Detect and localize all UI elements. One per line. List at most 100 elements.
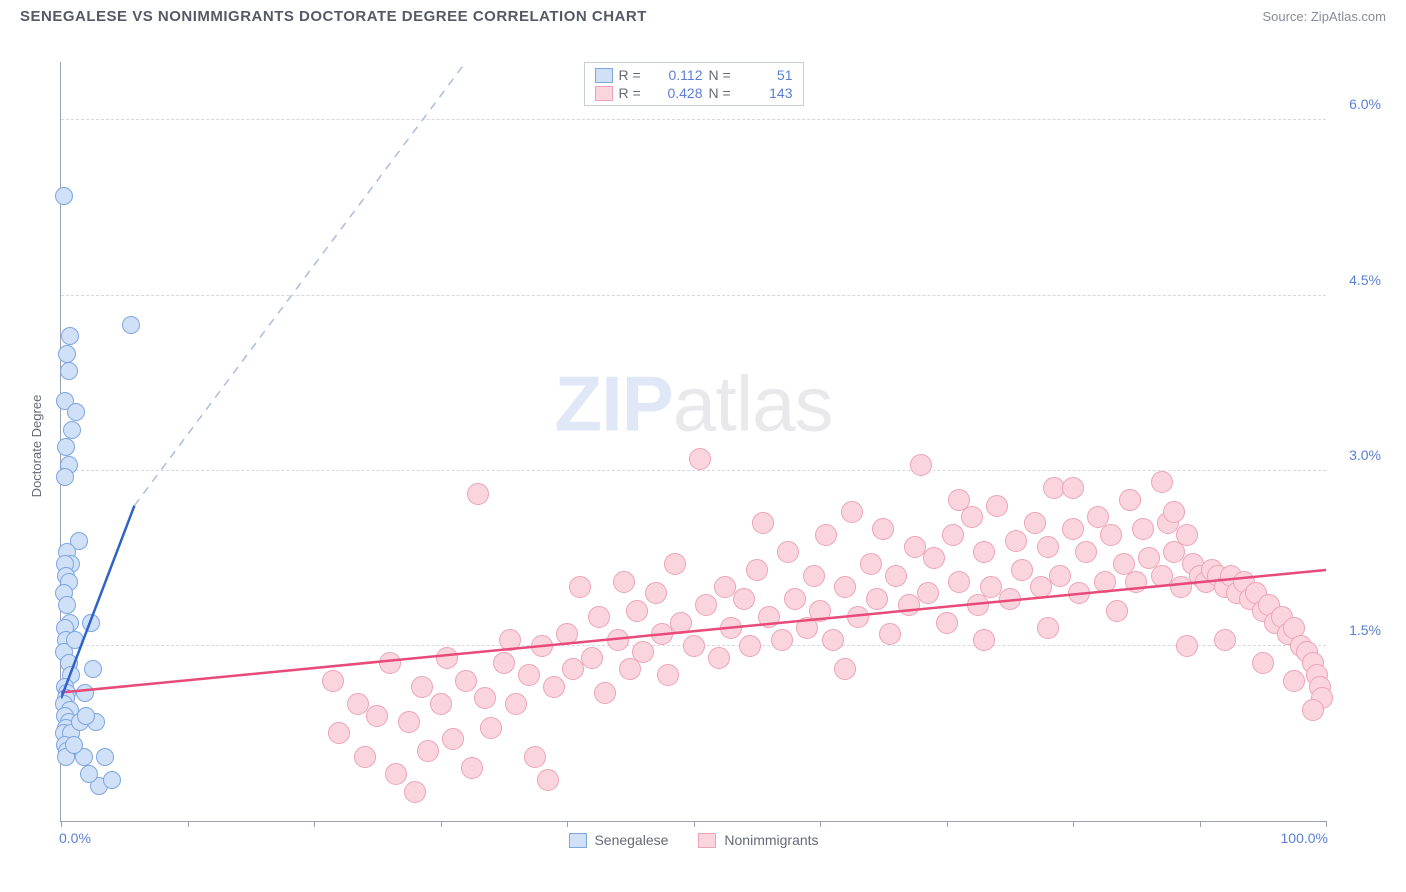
nonimmigrants-point <box>505 693 527 715</box>
nonimmigrants-point <box>537 769 559 791</box>
nonimmigrants-point <box>1030 576 1052 598</box>
senegalese-point <box>58 596 76 614</box>
senegalese-point <box>82 614 100 632</box>
nonimmigrants-point <box>866 588 888 610</box>
nonimmigrants-point <box>328 722 350 744</box>
nonimmigrants-point <box>632 641 654 663</box>
nonimmigrants-point <box>1302 699 1324 721</box>
nonimmigrants-point <box>1132 518 1154 540</box>
gridline <box>61 119 1326 120</box>
nonimmigrants-point <box>556 623 578 645</box>
nonimmigrants-point <box>436 647 458 669</box>
source-name: ZipAtlas.com <box>1311 9 1386 24</box>
nonimmigrants-point <box>695 594 717 616</box>
nonimmigrants-point <box>354 746 376 768</box>
nonimmigrants-point <box>1151 471 1173 493</box>
nonimmigrants-point <box>752 512 774 534</box>
nonimmigrants-point <box>645 582 667 604</box>
nonimmigrants-point <box>417 740 439 762</box>
x-tick <box>314 821 315 827</box>
legend-label-nonimmigrants: Nonimmigrants <box>724 832 818 848</box>
nonimmigrants-point <box>455 670 477 692</box>
y-tick-label: 6.0% <box>1331 96 1381 112</box>
legend-label-senegalese: Senegalese <box>594 832 668 848</box>
senegalese-point <box>67 403 85 421</box>
legend-n-label-1: N = <box>709 67 737 83</box>
nonimmigrants-point <box>803 565 825 587</box>
nonimmigrants-point <box>366 705 388 727</box>
nonimmigrants-point <box>948 571 970 593</box>
x-tick <box>1200 821 1201 827</box>
gridline <box>61 295 1326 296</box>
nonimmigrants-point <box>739 635 761 657</box>
legend-swatch-nonimmigrants-2 <box>698 833 716 848</box>
nonimmigrants-point <box>480 717 502 739</box>
senegalese-point <box>63 421 81 439</box>
legend-n-label-2: N = <box>709 85 737 101</box>
nonimmigrants-point <box>385 763 407 785</box>
legend-swatch-senegalese <box>595 68 613 83</box>
nonimmigrants-point <box>1075 541 1097 563</box>
nonimmigrants-point <box>626 600 648 622</box>
nonimmigrants-point <box>847 606 869 628</box>
legend-n-value-1: 51 <box>743 67 793 83</box>
nonimmigrants-point <box>1005 530 1027 552</box>
trend-line <box>134 62 465 506</box>
nonimmigrants-point <box>733 588 755 610</box>
legend-row-nonimmigrants: R = 0.428 N = 143 <box>595 84 793 102</box>
senegalese-point <box>80 765 98 783</box>
nonimmigrants-point <box>607 629 629 651</box>
x-tick <box>188 821 189 827</box>
nonimmigrants-point <box>834 576 856 598</box>
nonimmigrants-point <box>746 559 768 581</box>
y-tick-label: 4.5% <box>1331 272 1381 288</box>
source-label: Source: <box>1262 9 1310 24</box>
nonimmigrants-point <box>518 664 540 686</box>
y-axis-title: Doctorate Degree <box>29 395 44 498</box>
nonimmigrants-point <box>1214 629 1236 651</box>
legend-r-label-1: R = <box>619 67 647 83</box>
senegalese-point <box>56 468 74 486</box>
x-tick <box>61 821 62 827</box>
nonimmigrants-point <box>822 629 844 651</box>
watermark: ZIPatlas <box>554 358 832 449</box>
nonimmigrants-point <box>872 518 894 540</box>
legend-series: Senegalese Nonimmigrants <box>568 832 818 848</box>
nonimmigrants-point <box>1068 582 1090 604</box>
nonimmigrants-point <box>1062 518 1084 540</box>
nonimmigrants-point <box>986 495 1008 517</box>
legend-r-label-2: R = <box>619 85 647 101</box>
nonimmigrants-point <box>1176 524 1198 546</box>
senegalese-point <box>103 771 121 789</box>
nonimmigrants-point <box>664 553 686 575</box>
nonimmigrants-point <box>411 676 433 698</box>
nonimmigrants-point <box>1037 536 1059 558</box>
nonimmigrants-point <box>936 612 958 634</box>
nonimmigrants-point <box>1100 524 1122 546</box>
nonimmigrants-point <box>379 652 401 674</box>
nonimmigrants-point <box>973 541 995 563</box>
gridline <box>61 470 1326 471</box>
source-attribution: Source: ZipAtlas.com <box>1262 9 1386 24</box>
trend-lines-overlay <box>61 62 1326 821</box>
nonimmigrants-point <box>999 588 1021 610</box>
nonimmigrants-point <box>613 571 635 593</box>
nonimmigrants-point <box>1119 489 1141 511</box>
nonimmigrants-point <box>1106 600 1128 622</box>
x-axis-min-label: 0.0% <box>59 830 91 846</box>
nonimmigrants-point <box>430 693 452 715</box>
nonimmigrants-point <box>784 588 806 610</box>
nonimmigrants-point <box>322 670 344 692</box>
senegalese-point <box>77 707 95 725</box>
chart-title: SENEGALESE VS NONIMMIGRANTS DOCTORATE DE… <box>20 8 647 25</box>
nonimmigrants-point <box>973 629 995 651</box>
nonimmigrants-point <box>683 635 705 657</box>
legend-r-value-1: 0.112 <box>653 67 703 83</box>
nonimmigrants-point <box>1062 477 1084 499</box>
legend-item-senegalese: Senegalese <box>568 832 668 848</box>
legend-item-nonimmigrants: Nonimmigrants <box>698 832 818 848</box>
nonimmigrants-point <box>771 629 793 651</box>
nonimmigrants-point <box>1037 617 1059 639</box>
senegalese-point <box>60 362 78 380</box>
nonimmigrants-point <box>948 489 970 511</box>
